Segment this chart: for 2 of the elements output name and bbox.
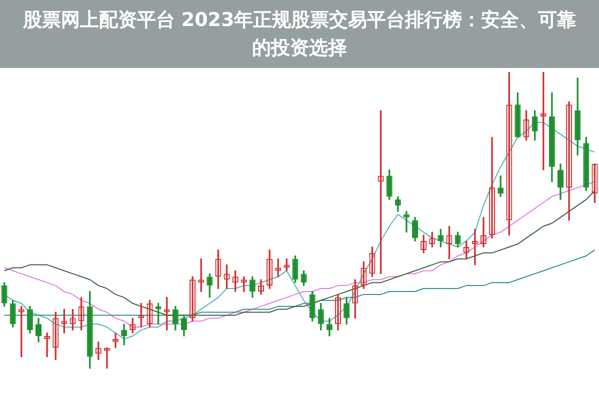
candlestick [403,211,410,232]
chart-title: 股票网上配资平台 2023年正规股票交易平台排行榜：安全、可靠的投资选择 [0,0,599,68]
